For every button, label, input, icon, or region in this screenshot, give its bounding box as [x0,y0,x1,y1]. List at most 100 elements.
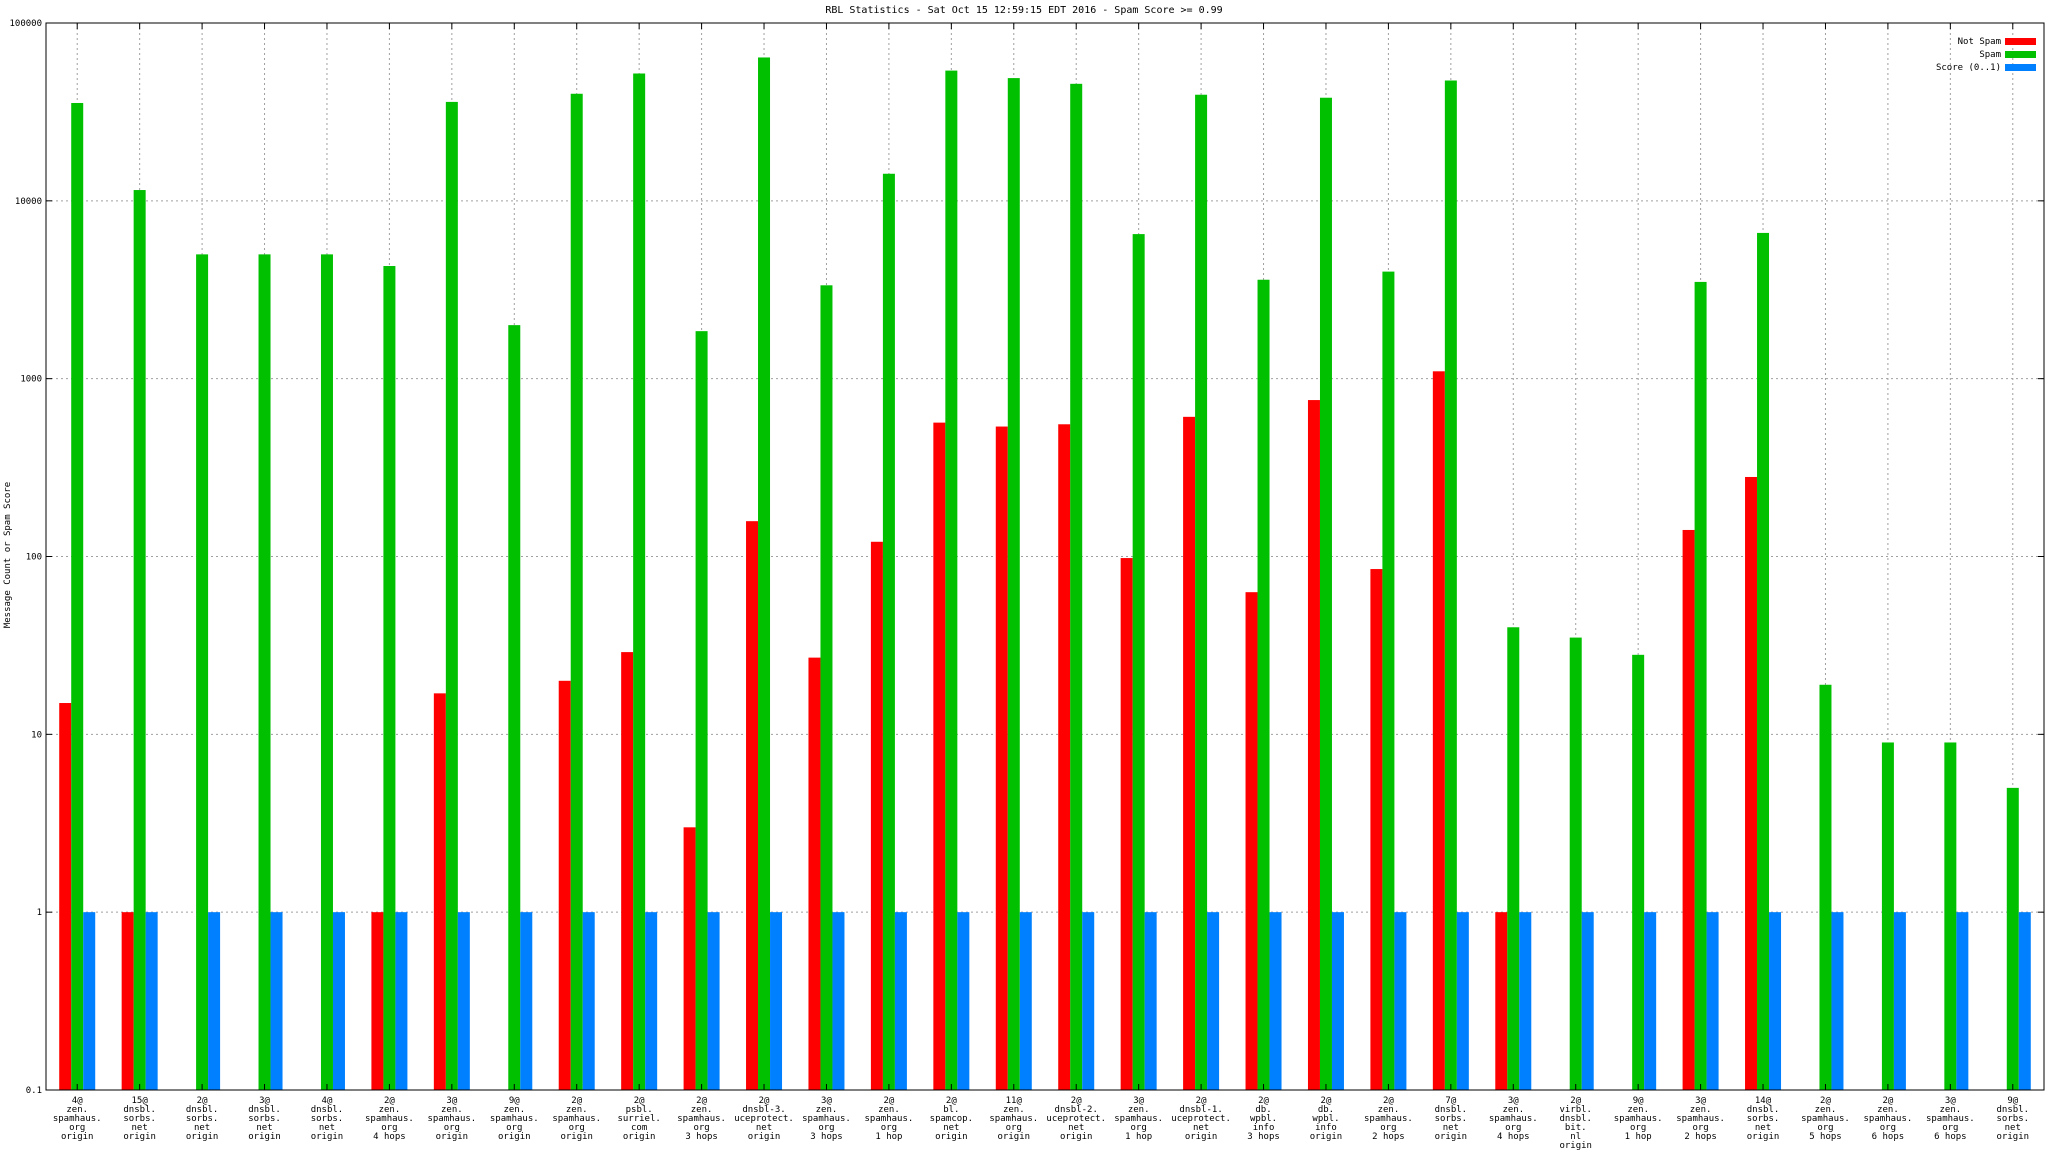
category-label-line: bit. [1565,1123,1587,1133]
category-label-line: net [1443,1123,1459,1133]
bar-not-spam [1495,912,1508,1090]
category-label-line: zen. [1815,1105,1837,1115]
category-label-line: net [132,1123,148,1133]
category-label: 14@ dnsbl. sorbs. net origin [1747,1096,1780,1142]
bar-score-0-1 [1519,912,1532,1090]
bar-score-0-1 [83,912,96,1090]
category-label-line: 2@ [946,1096,957,1106]
category-label: 2@ zen. spamhaus. org 1 hop [865,1096,914,1142]
bar-score-0-1 [520,912,533,1090]
category-label-line: db. [1255,1105,1271,1115]
category-label-line: 2@ [759,1096,770,1106]
category-label: 2@ zen. spamhaus. org origin [552,1096,601,1142]
bar-score-0-1 [707,912,720,1090]
bar-spam [258,254,271,1090]
category-label-line: net [256,1123,272,1133]
bar-not-spam [808,657,821,1090]
category-label-line: 9@ [1633,1096,1644,1106]
category-label-line: origin [998,1132,1031,1142]
category-label-line: db. [1318,1105,1334,1115]
bar-not-spam [1370,569,1383,1090]
y-axis-label: Message Count or Spam Score [3,482,13,628]
category-label-line: spamcop. [930,1114,973,1124]
category-label-line: origin [1559,1141,1592,1151]
category-label-line: 2 hops [1684,1132,1717,1142]
bar-score-0-1 [894,912,907,1090]
bar-not-spam [1058,424,1071,1090]
category-label-line: spamhaus. [989,1114,1038,1124]
category-label: 7@ dnsbl. sorbs. net origin [1435,1096,1468,1142]
bar-score-0-1 [1644,912,1657,1090]
chart-title: RBL Statistics - Sat Oct 15 12:59:15 EDT… [825,5,1222,16]
y-tick-label: 10 [31,730,42,740]
bar-spam [508,325,521,1090]
bar-score-0-1 [270,912,283,1090]
category-label-line: 3@ [1695,1096,1706,1106]
category-label-line: net [1068,1123,1084,1133]
category-label-line: org [1505,1123,1521,1133]
bar-spam [1757,232,1770,1090]
category-label-line: 2@ [1882,1096,1893,1106]
category-label-line: org [444,1123,460,1133]
category-label-line: origin [1185,1132,1218,1142]
category-label-line: 3@ [1945,1096,1956,1106]
category-label-line: net [756,1123,772,1133]
category-label-line: 2@ [634,1096,645,1106]
category-label-line: net [943,1123,959,1133]
category-label: 3@ zen. spamhaus. org 6 hops [1926,1096,1975,1142]
category-label-line: 1 hop [1625,1132,1652,1142]
category-label-line: origin [61,1132,94,1142]
bar-score-0-1 [832,912,845,1090]
category-label-line: net [1193,1123,1209,1133]
category-label: 15@ dnsbl. sorbs. net origin [123,1096,156,1142]
category-label-line: dnsbl. [1559,1114,1592,1124]
category-label: 9@ dnsbl. sorbs. net origin [1997,1096,2030,1142]
bar-spam [133,190,146,1090]
bar-spam [196,254,209,1090]
category-label: 2@ dnsbl. sorbs. net origin [186,1096,219,1142]
category-label-line: sorbs. [123,1114,156,1124]
category-label-line: 3@ [446,1096,457,1106]
category-label-line: zen. [816,1105,838,1115]
category-label-line: 2@ [571,1096,582,1106]
y-tick-label: 1 [37,908,42,918]
category-label-line: nl [1570,1132,1581,1142]
bar-spam [1632,654,1645,1090]
category-label-line: origin [1060,1132,1093,1142]
category-label-line: dnsbl. [248,1105,281,1115]
category-label-line: origin [1435,1132,1468,1142]
category-label-line: dnsbl-1. [1179,1105,1222,1115]
category-label: 2@ zen. spamhaus. org 5 hops [1801,1096,1850,1142]
category-label: 2@ db. wpbl. info origin [1310,1096,1343,1142]
legend-label: Score (0..1) [1936,63,2001,73]
category-label-line: dnsbl. [1747,1105,1780,1115]
bar-not-spam [621,652,634,1090]
category-label-line: 2@ [1071,1096,1082,1106]
category-label-line: spamhaus. [427,1114,476,1124]
category-label-line: origin [436,1132,469,1142]
category-label-line: org [693,1123,709,1133]
legend-label: Not Spam [1958,37,2001,47]
category-label: 2@ psbl. surriel. com origin [617,1096,660,1142]
bar-not-spam [433,693,446,1090]
category-label-line: net [194,1123,210,1133]
category-label-line: spamhaus. [1364,1114,1413,1124]
category-label-line: 9@ [2007,1096,2018,1106]
category-label-line: org [569,1123,585,1133]
category-label-line: zen. [1877,1105,1899,1115]
legend-swatch [2005,51,2036,58]
category-label-line: spamhaus. [490,1114,539,1124]
category-label-line: zen. [878,1105,900,1115]
bar-spam [1819,684,1832,1090]
bar-spam [820,285,833,1090]
bar-spam [1070,83,1083,1091]
category-label-line: dnsbl. [1435,1105,1468,1115]
category-label-line: sorbs. [1997,1114,2030,1124]
category-label-line: spamhaus. [1614,1114,1663,1124]
category-label-line: 2@ [1321,1096,1332,1106]
category-label-line: org [1131,1123,1147,1133]
bar-not-spam [371,912,384,1090]
category-label-line: 15@ [132,1096,149,1106]
bar-score-0-1 [770,912,783,1090]
category-label: 3@ dnsbl. sorbs. net origin [248,1096,281,1142]
